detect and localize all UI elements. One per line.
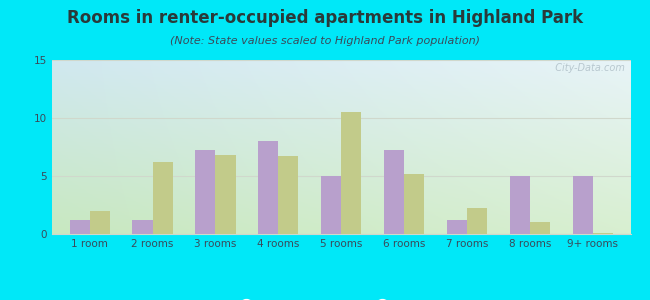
Bar [70,220,90,234]
Bar [593,233,613,234]
Bar [153,162,173,234]
Text: Rooms in renter-occupied apartments in Highland Park: Rooms in renter-occupied apartments in H… [67,9,583,27]
Bar [447,220,467,234]
Bar [573,176,593,234]
Bar [404,174,424,234]
Bar [341,112,361,234]
Legend: Highland Park, Midland: Highland Park, Midland [229,295,454,300]
Bar [278,156,298,234]
Bar [530,222,550,234]
Bar [90,211,110,234]
Bar [133,220,153,234]
Bar [384,151,404,234]
Bar [321,176,341,234]
Text: City-Data.com: City-Data.com [549,64,625,74]
Bar [467,208,487,234]
Text: (Note: State values scaled to Highland Park population): (Note: State values scaled to Highland P… [170,36,480,46]
Bar [258,141,278,234]
Bar [216,155,235,234]
Bar [510,176,530,234]
Bar [196,151,216,234]
